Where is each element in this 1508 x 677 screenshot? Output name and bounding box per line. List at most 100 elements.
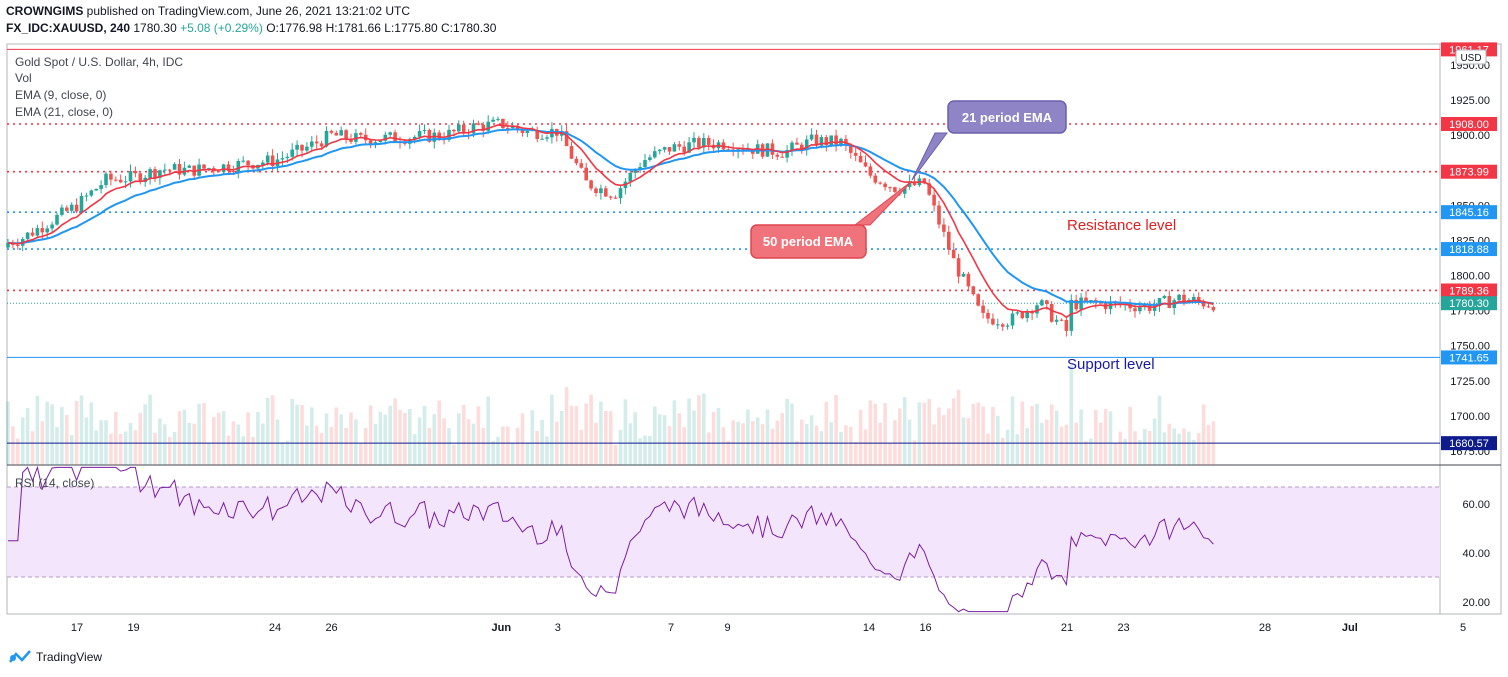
- candle-body: [295, 144, 299, 150]
- candle-body: [1138, 307, 1142, 312]
- candle-body: [648, 157, 652, 161]
- volume-bar: [89, 402, 94, 465]
- volume-bar: [1157, 395, 1162, 465]
- volume-bar: [1010, 396, 1015, 465]
- volume-bar: [1049, 404, 1054, 465]
- volume-bar: [236, 424, 241, 465]
- volume-bar: [123, 431, 128, 465]
- volume-bar: [1005, 429, 1010, 465]
- volume-bar: [956, 389, 961, 465]
- volume-bar: [261, 423, 265, 465]
- volume-bar: [682, 427, 686, 465]
- volume-bar: [114, 411, 118, 465]
- candle-body: [594, 188, 598, 194]
- candle-body: [69, 204, 74, 211]
- candle-body: [991, 318, 995, 325]
- volume-bar: [726, 440, 731, 465]
- volume-bar: [814, 425, 819, 465]
- volume-bar: [633, 412, 637, 465]
- candle-body: [1069, 299, 1074, 331]
- volume-bar: [922, 402, 927, 465]
- volume-bar: [755, 417, 760, 465]
- candle-body: [643, 160, 647, 168]
- time-tick-label: 7: [668, 622, 674, 634]
- symbol-title: Gold Spot / U.S. Dollar, 4h, IDC: [15, 55, 184, 69]
- volume-bar: [285, 440, 290, 465]
- volume-bar: [760, 424, 765, 465]
- candle-body: [118, 179, 123, 183]
- level-label-text: 1789.36: [1449, 285, 1489, 297]
- volume-bar: [1098, 422, 1103, 465]
- volume-bar: [1030, 405, 1034, 465]
- volume-bar: [1074, 422, 1078, 465]
- candle-body: [290, 149, 294, 157]
- price-scale[interactable]: [1439, 43, 1502, 615]
- volume-bar: [839, 432, 843, 465]
- volume-bar: [417, 417, 422, 465]
- volume-bar: [1196, 433, 1201, 465]
- volume-bar: [1113, 443, 1118, 465]
- volume-bar: [334, 407, 339, 465]
- candle-body: [672, 144, 677, 152]
- currency-badge[interactable]: [1455, 49, 1487, 65]
- volume-bar: [746, 409, 750, 465]
- volume-bar: [403, 412, 407, 465]
- candle-body: [285, 156, 290, 159]
- volume-bar: [618, 430, 623, 465]
- volume-bar: [1084, 441, 1088, 465]
- volume-bar: [863, 429, 868, 465]
- candle-body: [986, 312, 990, 319]
- candle-body: [412, 136, 417, 140]
- candle-body: [177, 163, 182, 175]
- candle-body: [261, 162, 265, 165]
- price-tick-label: 1800.00: [1450, 271, 1490, 283]
- vol-legend: Vol: [15, 71, 32, 85]
- volume-bar: [824, 401, 829, 465]
- volume-bar: [795, 441, 799, 465]
- volume-bar: [69, 435, 74, 465]
- author-name[interactable]: CROWNGIMS: [6, 4, 84, 18]
- time-tick-label: 16: [919, 622, 931, 634]
- candle-body: [657, 149, 662, 152]
- candle-body: [84, 195, 89, 197]
- time-tick-label: Jul: [1342, 622, 1358, 634]
- volume-bar: [809, 415, 814, 465]
- volume-bar: [966, 417, 971, 465]
- volume-bar: [657, 414, 662, 465]
- volume-bar: [1025, 428, 1029, 465]
- candle-body: [809, 134, 814, 140]
- volume-bar: [535, 430, 539, 465]
- footer-brand[interactable]: TradingView: [8, 650, 102, 664]
- candle-body: [510, 125, 515, 129]
- candle-body: [520, 129, 525, 133]
- volume-bar: [785, 398, 789, 465]
- volume-bar: [1172, 428, 1176, 465]
- volume-bar: [981, 406, 985, 465]
- candle-body: [1128, 304, 1132, 309]
- candle-body: [265, 155, 270, 163]
- candle-body: [956, 258, 961, 277]
- volume-bar: [251, 437, 255, 465]
- volume-bar: [344, 427, 348, 465]
- volume-bar: [559, 410, 564, 465]
- candle-body: [608, 196, 613, 198]
- volume-bar: [197, 403, 201, 465]
- volume-bar: [167, 436, 172, 465]
- level-label-bg: [1441, 242, 1497, 257]
- candle-body: [795, 142, 799, 145]
- candle-body: [158, 170, 162, 178]
- candle-body: [305, 146, 309, 151]
- candle-body: [804, 139, 809, 151]
- volume-bar: [961, 417, 966, 465]
- volume-bar: [422, 405, 427, 465]
- candle-body: [824, 137, 829, 146]
- level-label-bg: [1441, 436, 1497, 451]
- volume-bar: [927, 399, 931, 465]
- candle-body: [961, 273, 966, 277]
- volume-bar: [65, 414, 69, 465]
- candle-body: [501, 118, 505, 129]
- candle-body: [45, 228, 49, 233]
- volume-bar: [324, 413, 329, 465]
- candle-body: [613, 197, 618, 199]
